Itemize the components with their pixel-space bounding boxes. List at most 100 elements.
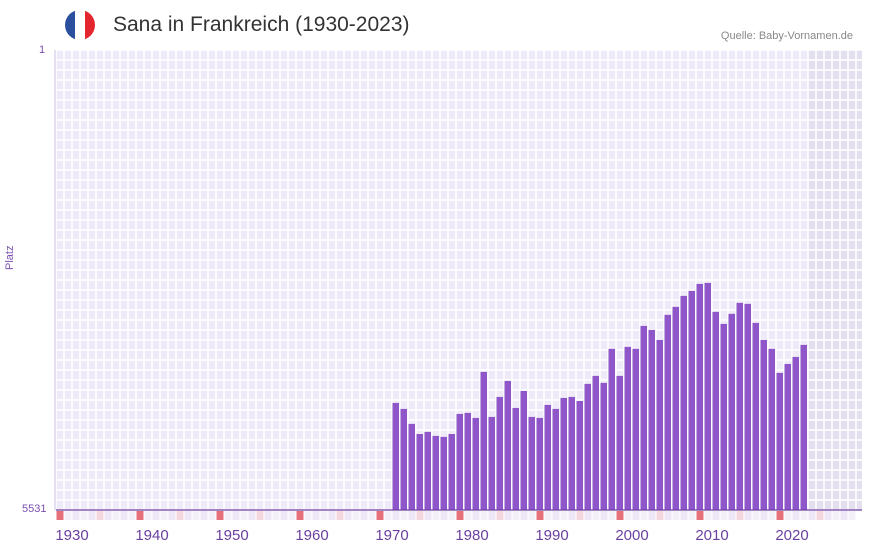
year-marker [216, 511, 224, 520]
bar-1996 [600, 382, 607, 510]
year-marker [504, 511, 512, 520]
year-marker [344, 511, 352, 520]
bar-1981 [480, 371, 487, 510]
bar-2019 [784, 363, 791, 510]
bar-1990 [552, 408, 559, 510]
bar-2016 [760, 339, 767, 510]
year-marker [336, 511, 344, 520]
year-marker [848, 511, 856, 520]
bar-1985 [512, 407, 519, 510]
year-marker [440, 511, 448, 520]
year-marker [512, 511, 520, 520]
year-marker [472, 511, 480, 520]
year-marker [648, 511, 656, 520]
year-marker [192, 511, 200, 520]
bar-1993 [576, 400, 583, 510]
bar-2005 [672, 306, 679, 510]
bar-2007 [688, 290, 695, 510]
year-marker [72, 511, 80, 520]
bar-2001 [640, 325, 647, 510]
year-marker [680, 511, 688, 520]
year-marker [616, 511, 624, 520]
year-marker [544, 511, 552, 520]
year-marker [496, 511, 504, 520]
year-marker [176, 511, 184, 520]
year-marker [456, 511, 464, 520]
bar-2006 [680, 295, 687, 510]
year-marker [312, 511, 320, 520]
year-marker [256, 511, 264, 520]
bar-1971 [400, 408, 407, 510]
year-marker [352, 511, 360, 520]
france-flag-icon [65, 10, 95, 40]
bar-1997 [608, 348, 615, 510]
bar-2000 [632, 348, 639, 510]
year-marker [56, 511, 64, 520]
year-marker [800, 511, 808, 520]
year-marker [240, 511, 248, 520]
year-marker [792, 511, 800, 520]
chart-title: Sana in Frankreich (1930-2023) [113, 13, 410, 36]
bar-2009 [704, 282, 711, 510]
bar-2003 [656, 339, 663, 510]
year-marker [264, 511, 272, 520]
year-marker [360, 511, 368, 520]
year-marker [768, 511, 776, 520]
year-marker [416, 511, 424, 520]
year-marker [448, 511, 456, 520]
year-marker [568, 511, 576, 520]
year-marker [224, 511, 232, 520]
bar-2010 [712, 311, 719, 510]
year-marker [304, 511, 312, 520]
year-marker [536, 511, 544, 520]
year-marker [744, 511, 752, 520]
year-marker [128, 511, 136, 520]
x-tick-label: 1940 [135, 527, 168, 544]
bar-2012 [728, 313, 735, 510]
year-marker [288, 511, 296, 520]
year-marker [432, 511, 440, 520]
year-marker [168, 511, 176, 520]
year-marker [184, 511, 192, 520]
year-marker [656, 511, 664, 520]
year-marker [720, 511, 728, 520]
year-marker [104, 511, 112, 520]
bar-2018 [776, 372, 783, 510]
year-marker [696, 511, 704, 520]
year-marker [600, 511, 608, 520]
year-marker [728, 511, 736, 520]
year-marker [608, 511, 616, 520]
year-marker [704, 511, 712, 520]
bar-1987 [528, 416, 535, 510]
bar-1999 [624, 346, 631, 510]
year-marker [840, 511, 848, 520]
bar-2013 [736, 302, 743, 510]
bar-1982 [488, 416, 495, 510]
bar-1995 [592, 375, 599, 510]
bar-2014 [744, 303, 751, 510]
bar-2002 [648, 329, 655, 510]
year-marker [272, 511, 280, 520]
year-marker [392, 511, 400, 520]
year-marker [88, 511, 96, 520]
year-marker [136, 511, 144, 520]
x-tick-label: 2020 [775, 527, 808, 544]
x-tick-label: 1930 [55, 527, 88, 544]
year-marker [152, 511, 160, 520]
year-marker [832, 511, 840, 520]
year-marker [632, 511, 640, 520]
bar-2017 [768, 348, 775, 510]
year-marker [200, 511, 208, 520]
year-marker [384, 511, 392, 520]
year-marker [232, 511, 240, 520]
year-marker [160, 511, 168, 520]
bar-2021 [800, 344, 807, 510]
y-tick-top: 1 [39, 44, 46, 56]
year-marker [688, 511, 696, 520]
bar-1972 [408, 423, 415, 510]
year-marker [816, 511, 824, 520]
year-marker [520, 511, 528, 520]
year-marker [248, 511, 256, 520]
year-marker [328, 511, 336, 520]
